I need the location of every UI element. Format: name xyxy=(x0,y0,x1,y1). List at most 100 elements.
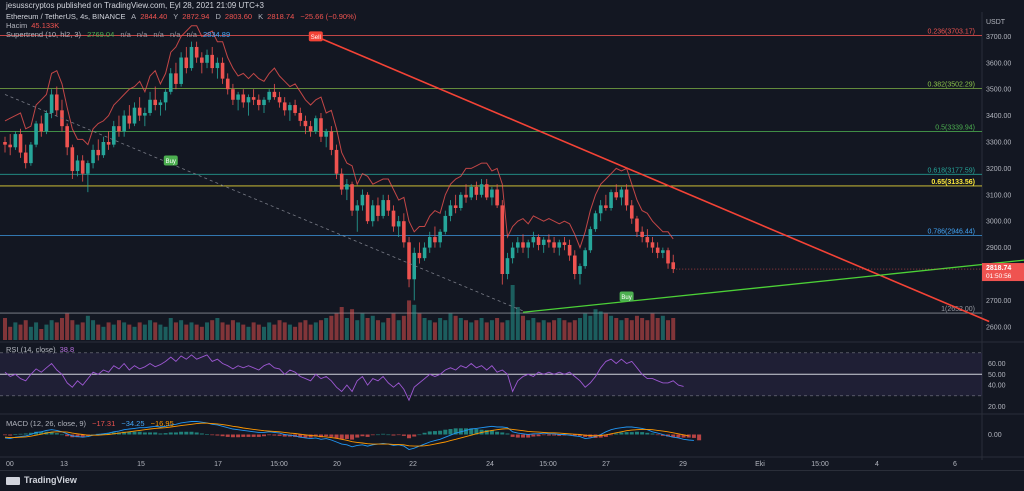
volume-bar xyxy=(28,326,33,340)
volume-bar xyxy=(313,322,318,340)
macd-histogram-bar xyxy=(495,431,500,435)
macd-histogram-bar xyxy=(230,434,235,438)
candle-body xyxy=(474,186,479,195)
price-axis xyxy=(982,0,1024,470)
volume-bar xyxy=(360,313,365,340)
symbol-name[interactable]: Ethereum / TetherUS, 4s, BINANCE xyxy=(6,12,126,21)
candle-body xyxy=(319,118,323,137)
macd-histogram-bar xyxy=(251,434,256,437)
volume-bar xyxy=(650,313,655,340)
volume-bar xyxy=(401,315,406,340)
macd-histogram-bar xyxy=(510,434,515,437)
volume-legend[interactable]: Hacim 45.133K xyxy=(6,21,63,31)
macd-histogram-bar xyxy=(256,434,261,437)
volume-bar xyxy=(484,322,489,340)
change-value: −25.66 (−0.90%) xyxy=(300,12,357,21)
fib-level-label: 0.5(3339.94) xyxy=(935,124,975,131)
candle-body xyxy=(619,189,624,198)
volume-bar xyxy=(365,318,370,340)
candle-body xyxy=(34,123,38,145)
macd-histogram-bar xyxy=(443,429,448,435)
macd-histogram-bar xyxy=(210,434,215,436)
macd-histogram-bar xyxy=(158,433,163,435)
macd-legend[interactable]: MACD (12, 26, close, 9) −17.31 −34.25 −1… xyxy=(6,419,178,429)
candle-body xyxy=(55,94,59,111)
chart-canvas[interactable]: 2600.002700.002800.002900.003000.003100.… xyxy=(0,0,1024,470)
candle-body xyxy=(241,94,246,103)
candle-body xyxy=(101,142,106,156)
volume-bar xyxy=(246,326,251,340)
volume-bar xyxy=(142,324,147,340)
volume-bar xyxy=(427,320,432,340)
symbol-legend: Ethereum / TetherUS, 4s, BINANCE A 2844.4… xyxy=(6,12,364,22)
macd-histogram-bar xyxy=(365,434,370,437)
volume-bar xyxy=(443,320,448,340)
candle-body xyxy=(132,107,137,124)
candle-body xyxy=(573,255,577,274)
rsi-tick-label: 60.00 xyxy=(988,361,1006,368)
macd-histogram-bar xyxy=(422,432,427,435)
volume-bar xyxy=(194,324,199,340)
rsi-label: RSI (14, close) xyxy=(6,345,56,354)
rsi-value: 38.8 xyxy=(59,345,75,354)
volume-bar xyxy=(629,320,634,340)
macd-histogram-bar xyxy=(557,434,562,436)
macd-histogram-bar xyxy=(246,434,251,437)
macd-histogram-bar xyxy=(645,432,650,435)
volume-bar xyxy=(422,318,427,340)
volume-bar xyxy=(65,313,70,340)
candle-body xyxy=(355,205,360,211)
candle-body xyxy=(583,250,587,267)
resistance-trendline xyxy=(315,35,990,323)
rsi-tick-label: 50.00 xyxy=(988,372,1006,379)
macd-histogram-bar xyxy=(350,434,355,440)
candle-body xyxy=(324,131,328,137)
supertrend-legend[interactable]: Supertrend (10, hl2, 3) 2769.04 n/a n/a … xyxy=(6,30,234,40)
volume-bar xyxy=(500,322,505,340)
macd-histogram-bar xyxy=(318,434,323,438)
volume-bar xyxy=(173,322,178,340)
candle-body xyxy=(391,210,396,227)
volume-bar xyxy=(8,326,13,340)
macd-histogram-bar xyxy=(412,434,417,437)
volume-bar xyxy=(526,320,531,340)
price-tick-label: 2600.00 xyxy=(986,324,1011,331)
candle-body xyxy=(666,250,670,264)
candle-body xyxy=(381,200,385,216)
volume-label: Hacim xyxy=(6,21,28,30)
volume-bar xyxy=(287,324,292,340)
volume-bar xyxy=(557,318,562,340)
candle-body xyxy=(91,149,95,164)
time-tick-label: 27 xyxy=(602,461,610,468)
volume-bar xyxy=(23,320,28,340)
macd-histogram-bar xyxy=(629,432,634,435)
tradingview-logo[interactable]: TradingView xyxy=(6,475,77,485)
candle-body xyxy=(3,142,7,145)
candle-body xyxy=(593,213,598,230)
macd-histogram-bar xyxy=(75,434,80,438)
macd-line xyxy=(4,421,694,450)
candle-body xyxy=(143,112,147,116)
candle-body xyxy=(200,57,204,63)
macd-histogram-bar xyxy=(168,432,173,435)
candle-body xyxy=(427,237,432,248)
macd-histogram-bar xyxy=(137,431,142,435)
macd-histogram-bar xyxy=(474,429,479,435)
candle-body xyxy=(106,142,111,145)
candle-body xyxy=(329,131,334,150)
rsi-tick-label: 40.00 xyxy=(988,383,1006,390)
price-unit-label: USDT xyxy=(986,19,1006,26)
macd-histogram-bar xyxy=(562,434,567,436)
rsi-legend[interactable]: RSI (14, close) 38.8 xyxy=(6,345,78,355)
macd-histogram-bar xyxy=(277,434,282,436)
candle-body xyxy=(510,247,515,259)
tradingview-icon xyxy=(6,476,20,485)
volume-bar xyxy=(251,322,256,340)
candle-body xyxy=(13,134,18,148)
candle-body xyxy=(205,54,209,63)
signal-label: Buy xyxy=(621,295,631,301)
macd-histogram-bar xyxy=(205,434,210,435)
volume-bar xyxy=(521,315,525,340)
price-tick-label: 3700.00 xyxy=(986,34,1011,41)
candle-body xyxy=(495,189,499,206)
